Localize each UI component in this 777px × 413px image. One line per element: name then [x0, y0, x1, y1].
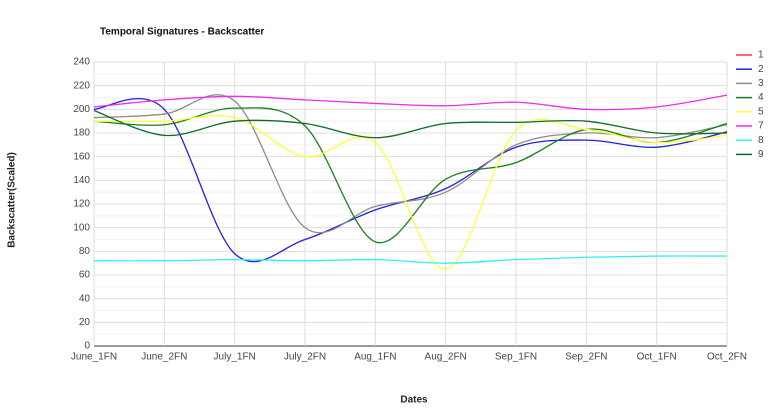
y-tick-label: 100: [73, 222, 90, 233]
legend-label: 3: [758, 78, 764, 89]
y-tick-label: 200: [73, 104, 90, 115]
legend-label: 5: [758, 106, 764, 117]
series-line: [93, 94, 728, 111]
chart-title: Temporal Signatures - Backscatter: [100, 27, 264, 38]
x-axis-title: Dates: [400, 395, 428, 406]
y-tick-label: 20: [79, 317, 91, 328]
x-tick-label: Aug_1FN: [354, 352, 396, 363]
series-line: [93, 114, 728, 270]
legend-label: 4: [758, 92, 764, 103]
legend-label: 8: [758, 135, 764, 146]
y-tick-label: 160: [73, 151, 90, 162]
legend-label: 7: [758, 121, 764, 132]
y-tick-label: 140: [73, 175, 90, 186]
legend-label: 2: [758, 64, 764, 75]
legend-label: 9: [758, 149, 764, 160]
x-tick-label: Sep_1FN: [495, 352, 537, 363]
x-tick-label: Oct_2FN: [707, 352, 747, 363]
y-tick-label: 80: [79, 246, 91, 257]
series-line: [93, 255, 728, 264]
x-tick-label: July_2FN: [284, 352, 326, 363]
y-tick-label: 40: [79, 293, 91, 304]
y-tick-label: 0: [84, 341, 90, 352]
y-tick-label: 180: [73, 128, 90, 139]
x-tick-label: Sep_2FN: [565, 352, 607, 363]
y-axis-title: Backscatter(Scaled): [7, 152, 18, 248]
series-line: [93, 109, 728, 139]
x-tick-label: Oct_1FN: [637, 352, 677, 363]
y-tick-label: 240: [73, 57, 90, 68]
x-tick-label: June_1FN: [71, 352, 117, 363]
x-tick-label: June_2FN: [141, 352, 187, 363]
x-tick-label: July_1FN: [214, 352, 256, 363]
series-line: [93, 107, 728, 244]
series-line: [93, 98, 728, 263]
y-tick-label: 60: [79, 270, 91, 281]
y-tick-label: 220: [73, 80, 90, 91]
x-tick-label: Aug_2FN: [425, 352, 467, 363]
legend-label: 1: [758, 50, 764, 61]
y-tick-label: 120: [73, 199, 90, 210]
